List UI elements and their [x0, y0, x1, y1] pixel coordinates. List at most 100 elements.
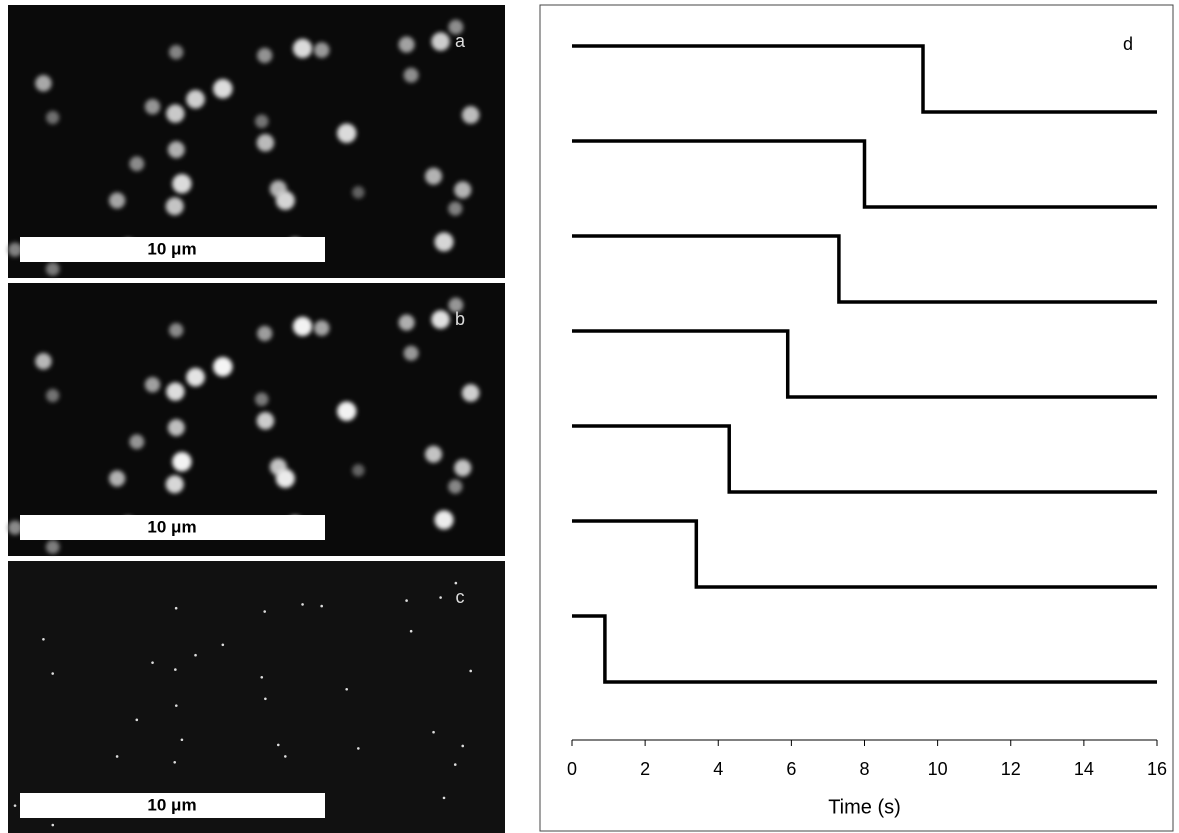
x-tick-label: 14 [1074, 759, 1094, 779]
spot [172, 452, 192, 472]
spot [403, 67, 419, 83]
spot [403, 345, 419, 361]
spot [35, 75, 52, 92]
spot [260, 676, 264, 679]
scale-bar-label: 10 μm [147, 239, 196, 258]
micrograph [8, 283, 505, 556]
spot [45, 262, 60, 276]
spot [398, 314, 415, 331]
spot [276, 743, 280, 747]
spot [442, 796, 446, 800]
spot [425, 445, 443, 463]
spot [256, 134, 275, 152]
step-fit [572, 234, 1157, 304]
spot [398, 36, 415, 53]
spot [448, 19, 464, 35]
step-fit [572, 139, 1157, 209]
chart: d 0 2 4 6 8 10 12 14 16 Time (s) [567, 34, 1167, 819]
spot [448, 479, 463, 494]
spot [213, 79, 233, 99]
spot [357, 747, 360, 750]
spot [144, 98, 161, 115]
spot [275, 468, 295, 488]
scale-bar [20, 793, 325, 818]
spot [337, 123, 357, 143]
spot [434, 510, 454, 530]
x-tick-label: 4 [713, 759, 723, 779]
x-tick-label: 0 [567, 759, 577, 779]
spot [115, 755, 119, 758]
panel-label: b [455, 309, 465, 329]
spot [345, 687, 348, 691]
spot [434, 232, 454, 252]
x-axis-title: Time (s) [828, 796, 901, 818]
spot [108, 470, 126, 487]
spot [51, 823, 55, 827]
x-tick-label: 6 [786, 759, 796, 779]
x-tick-label: 16 [1147, 759, 1167, 779]
spot [165, 197, 184, 216]
spot [453, 763, 457, 766]
panel-label: a [455, 31, 466, 51]
spot [263, 610, 267, 613]
spot [352, 186, 365, 199]
spot [7, 520, 23, 535]
scale-bar-label: 10 μm [147, 795, 196, 814]
spot [454, 181, 472, 199]
spot [168, 45, 184, 60]
spot [454, 459, 472, 477]
spot [165, 475, 184, 494]
spot [284, 755, 287, 758]
spot [144, 376, 161, 393]
spot [42, 637, 45, 641]
micrographs: a 10 μm b 10 μm c 10 μm [7, 5, 505, 833]
micrograph [8, 561, 505, 833]
spot [264, 697, 267, 701]
spot [45, 540, 60, 554]
x-tick-label: 10 [928, 759, 948, 779]
scale-bar-label: 10 μm [147, 517, 196, 536]
spot [213, 357, 233, 377]
spot [174, 704, 178, 707]
spot [432, 730, 435, 734]
spot [7, 242, 23, 257]
spot [461, 744, 465, 748]
spot [439, 596, 442, 599]
panel-label: c [456, 587, 465, 607]
spot [135, 718, 139, 722]
spot [320, 604, 323, 608]
spot [129, 434, 145, 450]
x-tick-label: 2 [640, 759, 650, 779]
spot [405, 599, 408, 602]
scale-bar [20, 515, 325, 540]
spot [35, 353, 52, 370]
spot [352, 464, 365, 477]
spot [313, 320, 330, 336]
spot [431, 32, 450, 51]
spot [301, 603, 304, 606]
spot [448, 297, 464, 313]
spot [194, 653, 197, 657]
spot [186, 367, 205, 387]
spot [431, 310, 450, 329]
spot [108, 192, 126, 209]
panel-label: d [1123, 34, 1133, 54]
spot [172, 174, 192, 194]
spot [221, 643, 225, 647]
spot [313, 42, 330, 58]
spot [51, 672, 54, 675]
spot [174, 606, 178, 610]
step-fit [572, 614, 1157, 684]
spot [425, 167, 443, 185]
spot [173, 760, 177, 764]
spot [174, 668, 177, 671]
spot [337, 401, 357, 421]
spot [292, 316, 313, 337]
spot [13, 804, 17, 807]
spot [166, 382, 185, 401]
x-tick-label: 12 [1001, 759, 1021, 779]
step-fit [572, 44, 1157, 114]
spot [254, 392, 269, 407]
